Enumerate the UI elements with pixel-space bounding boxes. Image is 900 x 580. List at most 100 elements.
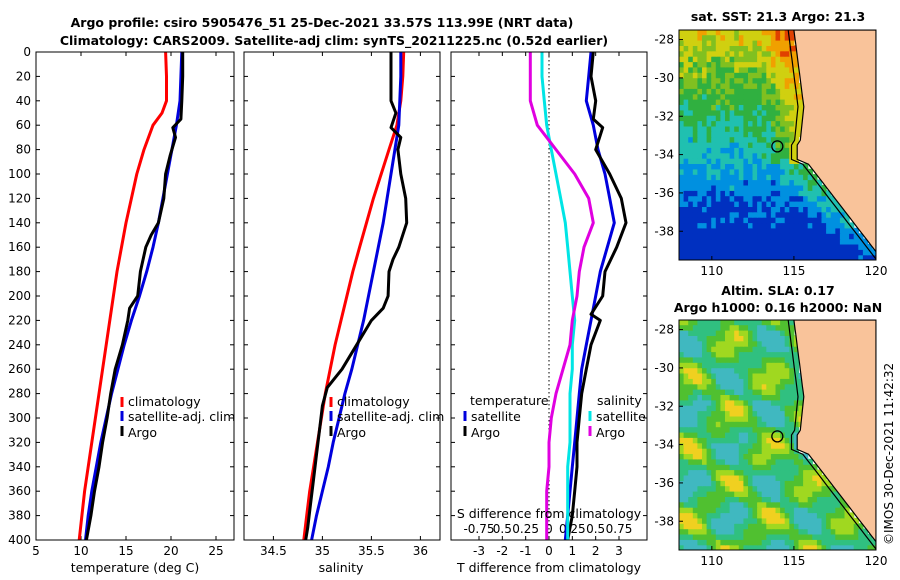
sla-cell — [766, 389, 772, 395]
sst-cell — [803, 195, 809, 202]
sla-cell — [816, 517, 823, 524]
sla-cell — [725, 496, 731, 503]
sla-cell — [748, 464, 754, 471]
sst-cell — [844, 227, 850, 234]
sla-cell — [780, 383, 786, 390]
sst-cell — [757, 34, 763, 41]
sst-cell — [711, 30, 717, 36]
sst-cell — [688, 233, 694, 240]
sst-cell — [729, 201, 735, 207]
sst-cell — [793, 152, 800, 159]
sla-cell — [743, 320, 749, 326]
sst-cell — [770, 201, 777, 207]
sst-cell — [697, 115, 703, 122]
sst-cell — [816, 227, 823, 234]
sla-cell — [725, 437, 731, 444]
sst-cell — [757, 168, 763, 175]
sst-cell — [789, 233, 795, 240]
sla-cell — [743, 501, 749, 508]
sst-cell — [683, 254, 689, 260]
sla-cell — [729, 378, 735, 385]
sst-cell — [770, 109, 777, 116]
sla-cell — [720, 448, 726, 454]
sst-cell — [688, 201, 694, 207]
sst-cell — [784, 238, 790, 245]
sla-cell — [775, 512, 781, 519]
sst-cell — [766, 72, 772, 79]
sst-cell — [683, 195, 689, 202]
sla-cell — [789, 485, 795, 492]
sst-cell — [743, 147, 749, 154]
sla-cell — [688, 501, 694, 508]
sst-cell — [770, 88, 777, 95]
sla-cell — [839, 501, 846, 508]
sst-cell — [757, 147, 763, 154]
series-salinity-argo — [528, 52, 595, 540]
sst-cell — [692, 34, 698, 41]
sla-cell — [748, 346, 754, 353]
sla-cell — [784, 539, 790, 546]
sla-cell — [734, 512, 740, 519]
sla-cell — [692, 474, 698, 481]
sst-cell — [853, 227, 859, 234]
sla-cell — [706, 501, 712, 508]
sst-cell — [697, 30, 703, 36]
sla-cell — [683, 512, 689, 519]
sla-cell — [761, 346, 767, 353]
sst-cell — [784, 82, 790, 89]
sst-cell — [683, 109, 689, 116]
sst-cell — [770, 206, 777, 213]
sla-cell — [729, 480, 735, 487]
sst-cell — [720, 136, 726, 143]
sla-cell — [798, 474, 804, 481]
sst-cell — [729, 211, 735, 218]
sla-cell — [752, 453, 758, 460]
sla-cell — [697, 415, 703, 422]
sst-cell — [748, 233, 754, 240]
sla-cell — [679, 507, 685, 514]
sla-cell — [830, 517, 836, 524]
sst-cell — [748, 206, 754, 213]
sla-cell — [729, 356, 735, 363]
sst-cell — [706, 184, 712, 191]
sst-cell — [683, 227, 689, 234]
sla-cell — [734, 528, 740, 535]
sla-cell — [793, 362, 800, 369]
sla-cell — [798, 458, 804, 465]
sst-cell — [761, 163, 767, 170]
sla-cell — [784, 512, 790, 519]
s-diff-tick-label: 0 — [545, 522, 553, 536]
sla-cell — [738, 330, 744, 336]
sla-cell — [748, 405, 754, 412]
sla-cell — [697, 351, 703, 358]
temperature-xlabel: temperature (deg C) — [71, 560, 200, 575]
sst-cell — [826, 243, 832, 250]
sla-cell — [821, 512, 827, 519]
sla-cell — [775, 458, 781, 465]
sla-cell — [679, 453, 685, 460]
sst-cell — [789, 249, 795, 256]
sst-cell — [748, 243, 754, 250]
sst-cell — [729, 50, 735, 57]
sst-cell — [715, 99, 721, 105]
sst-cell — [757, 254, 763, 260]
sla-cell — [789, 517, 795, 524]
sst-cell — [706, 136, 712, 143]
sla-cell — [761, 474, 767, 481]
sst-cell — [789, 40, 795, 46]
y-tick-label: 60 — [16, 118, 31, 132]
sst-cell — [752, 77, 758, 84]
sst-cell — [748, 77, 754, 84]
sst-cell — [734, 115, 740, 122]
sla-cell — [738, 512, 744, 519]
sla-cell — [793, 485, 800, 492]
sla-cell — [738, 544, 744, 550]
sst-cell — [743, 227, 749, 234]
sla-cell — [692, 324, 698, 331]
sst-cell — [715, 61, 721, 68]
sla-cell — [780, 351, 786, 358]
sst-cell — [688, 168, 694, 175]
sla-cell — [692, 415, 698, 422]
sla-cell — [757, 356, 763, 363]
legend-argo-label: Argo — [128, 425, 157, 440]
